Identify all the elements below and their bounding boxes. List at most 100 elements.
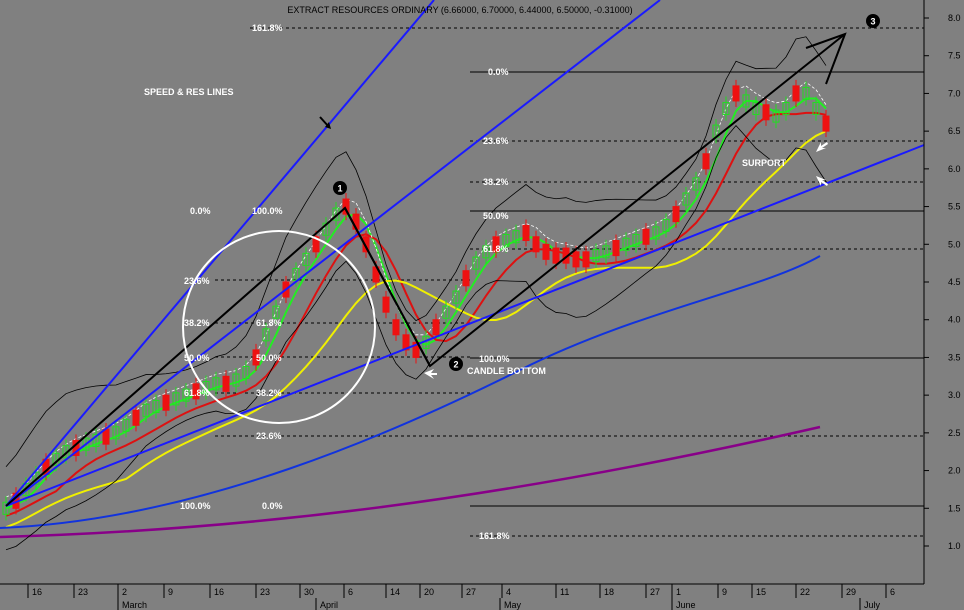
candle-body [302,252,310,266]
marker-2-label: 2 [453,360,458,370]
fib-left-50-inner: 50.0% [256,353,282,363]
candle-body [502,233,510,248]
candle-body [452,290,460,304]
fib-left-38: 38.2% [184,318,210,328]
candle-body [182,388,190,402]
candle-body [412,341,420,358]
candle-body [612,240,620,257]
candle-body [602,245,610,259]
candle-body [212,377,220,391]
x-tick-label: 9 [722,587,727,597]
trend-lines: 1 2 3 [5,0,925,507]
y-tick-label: 5.5 [948,202,961,212]
candle-body [552,247,560,264]
x-tick-label: 6 [890,587,895,597]
x-tick-label: 22 [800,587,810,597]
candle-body [762,104,770,121]
fib-left-23: 23.6% [184,276,210,286]
fib-left-161: 161.8% [252,23,283,33]
bollinger-lower [5,124,827,551]
candle-body [112,426,120,440]
y-tick-label: 4.0 [948,315,961,325]
x-tick-label: 15 [756,587,766,597]
x-tick-label: 2 [122,587,127,597]
candle-body [122,418,130,432]
candle-body [632,233,640,248]
fib-left-38-inner: 38.2% [256,388,282,398]
candle-body [382,296,390,313]
candle-body [532,236,540,253]
fib-right-0: 0.0% [488,67,509,77]
candle-body [622,237,630,251]
candle-body [362,236,370,253]
candle-body [462,270,470,287]
fib-left-61-inner: 61.8% [256,318,282,328]
candle-body [232,373,240,387]
speed-line-low [5,144,925,507]
x-tick-label: 9 [168,587,173,597]
candle-bottom-label: CANDLE BOTTOM [467,366,546,376]
candle-body [692,177,700,191]
y-tick-label: 2.5 [948,428,961,438]
ma-white-dashed [5,81,827,498]
candle-body [142,403,150,417]
x-tick-label: 23 [260,587,270,597]
x-tick-label: 27 [650,587,660,597]
candle-body [262,328,270,342]
month-label: April [320,600,338,610]
candle-body [542,243,550,260]
candle-body [2,501,10,515]
fib-left-23-inner: 23.6% [256,431,282,441]
y-tick-label: 5.0 [948,239,961,249]
abc-trend-path [5,33,846,507]
fib-left-0b: 0.0% [262,501,283,511]
y-tick-label: 7.5 [948,51,961,61]
candle-body [222,375,230,392]
candle-body [172,392,180,406]
x-tick-label: 11 [560,587,569,597]
fib-right-61: 61.8% [483,244,509,254]
chart-title: EXTRACT RESOURCES ORDINARY (6.66000, 6.7… [287,5,632,15]
candle-body [682,192,690,206]
white-arrow-support-2 [816,176,828,186]
candle-body [572,251,580,268]
candle-body [272,305,280,319]
marker-1-label: 1 [337,184,342,194]
candle-body [442,305,450,319]
bollinger-upper [5,36,827,468]
y-tick-label: 1.0 [948,541,961,551]
candle-body [482,245,490,259]
x-tick-label: 16 [32,587,42,597]
white-arrow-support-1 [816,142,828,152]
candle-body [662,218,670,232]
fib-right-50: 50.0% [483,211,509,221]
ma-yellow [5,130,827,529]
candle-body [342,198,350,215]
candle-body [802,86,810,100]
fib-left-100b: 100.0% [180,501,211,511]
support-label: SURPORT [742,158,787,168]
candle-body [582,251,590,268]
x-tick-label: 27 [466,587,476,597]
y-tick-label: 4.5 [948,277,961,287]
x-tick-label: 1 [676,587,681,597]
y-tick-label: 7.0 [948,88,961,98]
x-tick-label: 29 [846,587,856,597]
marker-1 [333,181,347,195]
month-label: March [122,600,147,610]
correction-line [344,207,431,367]
moving-averages [0,81,827,539]
y-tick-label: 8.0 [948,13,961,23]
candle-body [82,437,90,451]
speed-line-mid [5,0,661,507]
fib-left-50: 50.0% [184,353,210,363]
candle-body [322,222,330,236]
candle-body [392,319,400,336]
x-tick-label: 16 [214,587,224,597]
fib-right-23: 23.6% [483,136,509,146]
candle-body [432,319,440,336]
candle-body [92,433,100,447]
x-tick-label: 30 [304,587,314,597]
